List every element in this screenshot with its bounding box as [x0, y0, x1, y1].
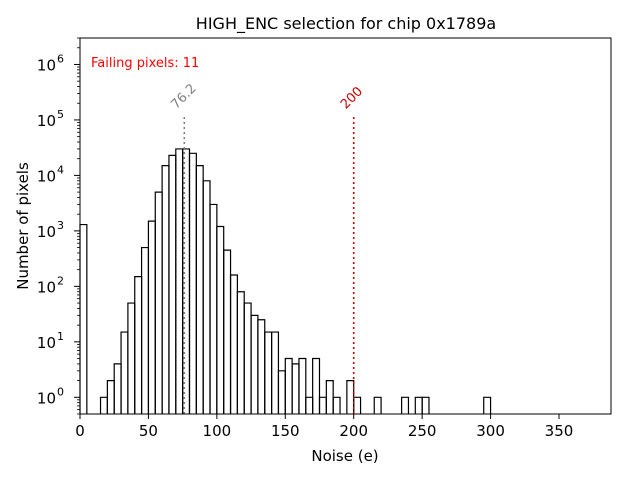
failing-pixels-annotation: Failing pixels: 11 — [91, 56, 199, 71]
y-tick-label: 10 — [37, 223, 56, 241]
y-tick-label: 10 — [37, 389, 56, 407]
x-tick-label: 150 — [271, 422, 300, 440]
y-tick-exponent: 1 — [57, 330, 64, 343]
y-tick-exponent: 3 — [57, 219, 64, 232]
x-tick-label: 0 — [75, 422, 85, 440]
y-tick-exponent: 2 — [57, 274, 64, 287]
histogram-bar — [373, 396, 382, 414]
y-tick-label: 10 — [37, 56, 56, 74]
histogram-bar — [298, 357, 307, 414]
histogram-bar — [312, 357, 321, 414]
y-tick-exponent: 5 — [57, 108, 64, 121]
chart-title: HIGH_ENC selection for chip 0x1789a — [196, 14, 496, 34]
x-tick-label: 100 — [203, 422, 232, 440]
x-tick-label: 50 — [139, 422, 158, 440]
plot-frame — [79, 37, 612, 415]
histogram-bar — [483, 396, 492, 414]
x-axis-ticks: 0 50 100 150 200 250 300 350 — [75, 414, 573, 440]
histogram-bar — [421, 396, 430, 414]
y-tick-label: 10 — [37, 112, 56, 130]
histogram-bar — [401, 396, 410, 414]
x-tick-label: 300 — [476, 422, 505, 440]
y-tick-exponent: 6 — [57, 52, 64, 65]
y-tick-label: 10 — [37, 167, 56, 185]
x-tick-label: 200 — [339, 422, 368, 440]
histogram-bar — [353, 396, 362, 414]
histogram-bar — [332, 396, 341, 414]
x-tick-label: 350 — [545, 422, 574, 440]
y-tick-exponent: 0 — [57, 385, 64, 398]
x-axis-label: Noise (e) — [311, 447, 378, 465]
y-tick-exponent: 4 — [57, 163, 64, 176]
y-tick-label: 10 — [37, 334, 56, 352]
y-axis-label: Number of pixels — [14, 162, 32, 290]
plot-area — [79, 148, 492, 414]
y-tick-label: 10 — [37, 278, 56, 296]
x-tick-label: 250 — [408, 422, 437, 440]
